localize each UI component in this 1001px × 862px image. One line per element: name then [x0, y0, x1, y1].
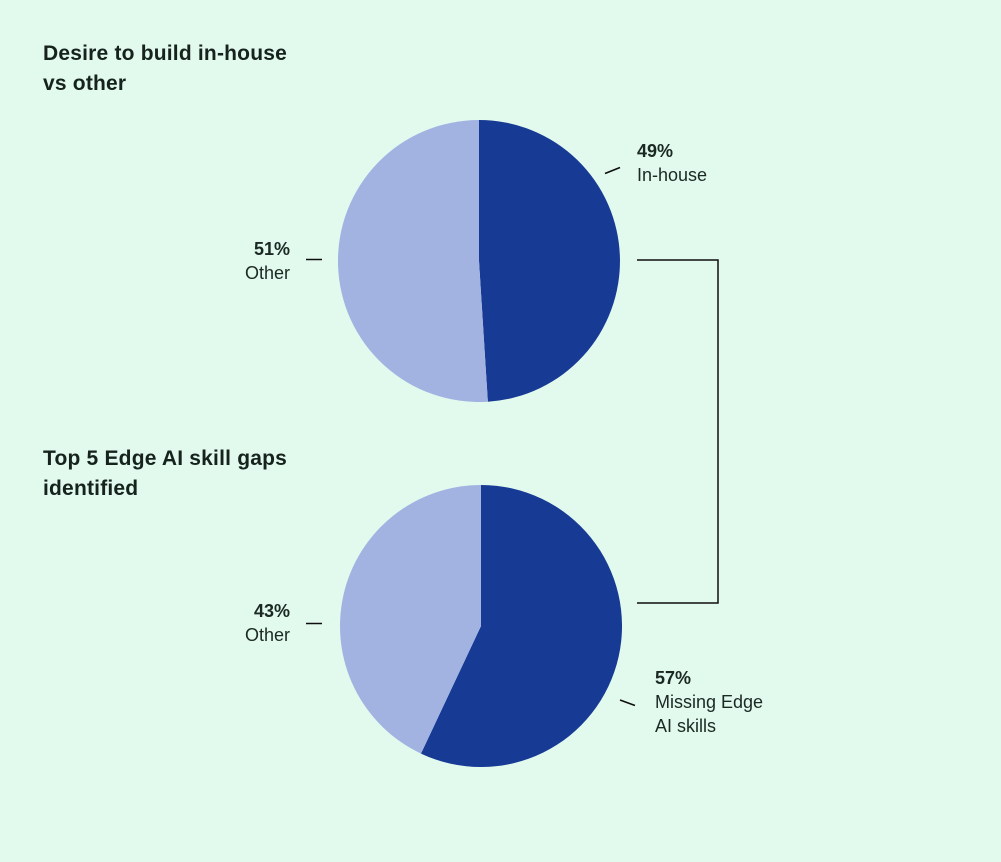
callout-inhouse-percent: 49% — [637, 141, 674, 161]
callout-missing-label: Missing Edge AI skills — [655, 692, 764, 736]
pie-slice-missing-edge-ai-skills — [420, 485, 622, 767]
callout-other-top-label: Other — [244, 263, 290, 283]
pie-chart-skill-gaps — [340, 485, 622, 767]
chart2-title: Top 5 Edge AI skill gaps identified — [43, 447, 288, 500]
callout-missing-skills: 57% Missing Edge AI skills — [655, 666, 763, 738]
chart1-title: Desire to build in-house vs other — [43, 42, 287, 95]
callout-inhouse-label: In-house — [637, 165, 708, 185]
bracket-connector-line — [637, 259, 719, 604]
pie-chart-inhouse-vs-other — [338, 120, 620, 402]
callout-other-top: 51% Other — [245, 237, 290, 285]
pie-slice-other — [338, 120, 488, 402]
callout-other-bottom: 43% Other — [245, 599, 290, 647]
leader-tick-missing — [619, 699, 636, 707]
callout-other-bottom-percent: 43% — [253, 601, 290, 621]
pie-slice-in-house — [479, 120, 620, 402]
pie-slice-other — [340, 485, 481, 754]
callout-other-top-percent: 51% — [253, 239, 290, 259]
callout-missing-percent: 57% — [655, 668, 692, 688]
callout-inhouse: 49% In-house — [637, 139, 707, 187]
callout-other-bottom-label: Other — [244, 625, 290, 645]
